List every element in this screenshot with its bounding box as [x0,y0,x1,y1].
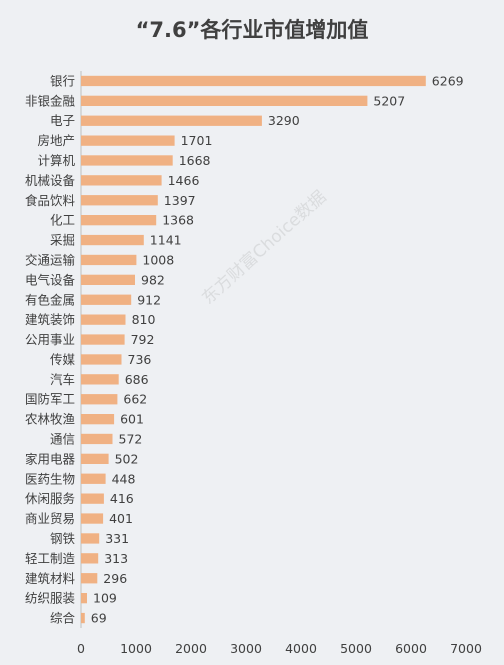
value-label: 448 [112,471,136,486]
chart-title: “7.6”各行业市值增加值 [135,18,369,42]
category-label: 房地产 [37,133,75,148]
value-label: 296 [103,571,127,586]
value-label: 502 [115,451,139,466]
bar [81,414,115,425]
value-label: 912 [137,292,161,307]
value-label: 1701 [181,133,213,148]
bar [81,573,98,584]
x-tick-label: 3000 [230,641,262,656]
bar [81,314,126,325]
value-label: 792 [131,332,155,347]
bar [81,135,175,146]
value-label: 1008 [142,253,174,268]
bar [81,533,100,544]
category-label: 机械设备 [25,173,76,188]
category-label: 食品饮料 [25,193,76,208]
category-label: 国防军工 [25,392,75,407]
value-label: 1466 [168,173,200,188]
bar [81,234,144,246]
category-label: 医药生物 [25,471,75,486]
bar [81,215,157,226]
bar [81,612,85,624]
x-tick-label: 4000 [285,641,317,656]
category-label: 有色金属 [25,292,75,307]
bar [81,195,158,206]
bar [81,473,106,484]
category-label: 农林牧渔 [25,412,75,427]
value-label: 109 [93,591,117,606]
category-label: 建筑材料 [25,571,76,586]
category-label: 公用事业 [25,332,75,347]
bar [81,115,262,126]
value-label: 331 [105,531,129,546]
bar [81,75,426,87]
bar [81,493,104,504]
category-label: 电气设备 [25,272,76,287]
category-label: 商业贸易 [25,511,75,526]
value-label: 5207 [373,93,405,108]
value-label: 572 [119,432,143,447]
value-label: 416 [110,491,134,506]
bar [81,513,104,524]
category-label: 化工 [50,213,75,228]
x-tick-label: 1000 [120,641,152,656]
value-label: 982 [141,272,165,287]
bar [81,155,173,166]
value-label: 313 [104,551,128,566]
value-label: 810 [132,312,156,327]
value-label: 69 [91,611,107,626]
bar [81,553,99,564]
category-label: 钢铁 [50,531,76,546]
bar [81,593,87,604]
category-label: 交通运输 [25,253,76,268]
value-label: 1368 [162,213,194,228]
x-tick-label: 2000 [175,641,207,656]
category-label: 汽车 [50,372,75,387]
value-label: 1141 [150,233,182,248]
bar [81,433,113,445]
value-label: 1668 [179,153,211,168]
bar [81,374,119,385]
category-label: 采掘 [50,233,75,248]
category-label: 轻工制造 [25,551,76,566]
bar [81,334,125,345]
bar [81,294,132,305]
value-label: 686 [125,372,149,387]
value-label: 3290 [268,113,300,128]
value-label: 1397 [164,193,196,208]
value-label: 401 [109,511,133,526]
bar [81,254,137,266]
value-label: 601 [120,412,144,427]
category-label: 银行 [50,73,75,88]
value-label: 662 [123,392,147,407]
bar [81,394,118,405]
x-tick-label: 6000 [395,641,427,656]
bar [81,453,109,464]
category-label: 通信 [50,432,75,447]
value-label: 6269 [432,73,464,88]
bar [81,274,135,285]
bar [81,354,122,365]
category-label: 建筑装饰 [25,312,75,327]
x-tick-label: 0 [77,641,85,656]
value-label: 736 [128,352,152,367]
category-label: 传媒 [50,352,76,367]
bar [81,175,162,186]
bar [81,95,368,106]
category-label: 休闲服务 [25,491,75,506]
category-label: 计算机 [37,153,75,168]
category-label: 电子 [50,113,75,128]
category-label: 家用电器 [25,451,76,466]
category-label: 纺织服装 [25,591,75,606]
x-tick-label: 5000 [340,641,372,656]
x-tick-label: 7000 [450,641,482,656]
category-label: 非银金融 [25,93,76,108]
category-label: 综合 [50,611,76,626]
